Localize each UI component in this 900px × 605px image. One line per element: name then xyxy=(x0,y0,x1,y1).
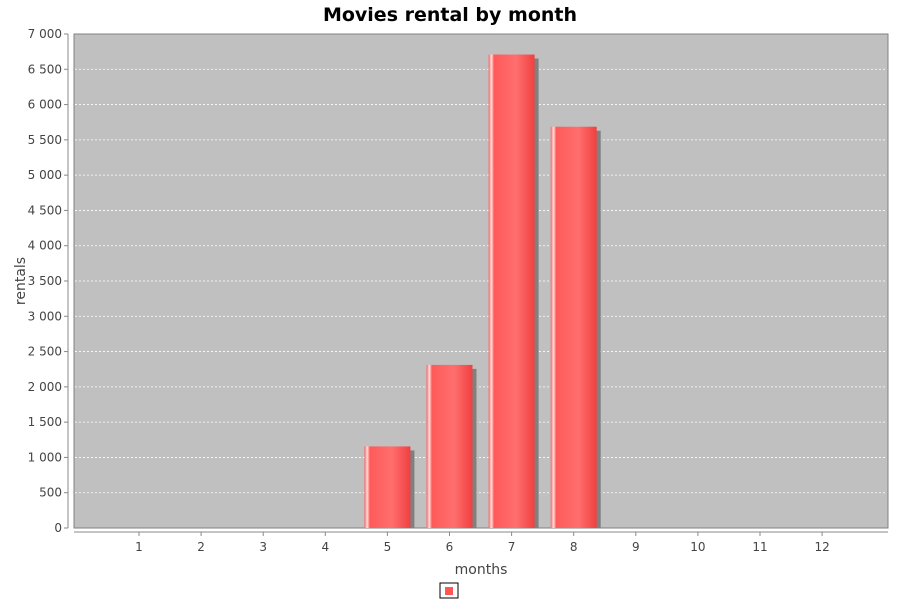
bar xyxy=(550,126,597,528)
bar xyxy=(488,54,535,528)
x-axis-label: months xyxy=(455,562,508,578)
x-tick-label: 2 xyxy=(197,540,205,554)
y-tick-label: 2 000 xyxy=(28,380,62,394)
x-tick-label: 10 xyxy=(690,540,705,554)
y-tick-label: 1 500 xyxy=(28,415,62,429)
x-tick-label: 7 xyxy=(508,540,516,554)
y-tick-label: 3 500 xyxy=(28,274,62,288)
x-tick-label: 9 xyxy=(632,540,640,554)
y-tick-label: 7 000 xyxy=(28,27,62,41)
x-tick-label: 5 xyxy=(384,540,392,554)
y-tick-label: 6 000 xyxy=(28,98,62,112)
bars xyxy=(364,54,601,529)
y-axis-label: rentals xyxy=(13,257,29,305)
y-tick-label: 3 000 xyxy=(28,309,62,323)
y-tick-label: 5 000 xyxy=(28,168,62,182)
y-tick-label: 4 000 xyxy=(28,239,62,253)
y-tick-label: 4 500 xyxy=(28,203,62,217)
y-tick-label: 2 500 xyxy=(28,345,62,359)
y-tick-label: 1 000 xyxy=(28,450,62,464)
x-axis: 1 2 3 4 5 6 7 8 9 10 11 12 xyxy=(74,531,888,554)
x-tick-label: 4 xyxy=(321,540,329,554)
y-tick-label: 0 xyxy=(54,521,62,535)
bar xyxy=(426,364,473,528)
legend-swatch xyxy=(445,587,453,595)
bar xyxy=(364,446,411,528)
x-tick-label: 11 xyxy=(752,540,767,554)
legend xyxy=(439,582,459,599)
y-tick-label: 5 500 xyxy=(28,133,62,147)
y-tick-label: 500 xyxy=(39,486,62,500)
gridlines xyxy=(75,68,887,494)
y-tick-label: 6 500 xyxy=(28,62,62,76)
x-tick-label: 3 xyxy=(259,540,267,554)
x-tick-label: 8 xyxy=(570,540,578,554)
x-tick-label: 6 xyxy=(446,540,454,554)
x-tick-label: 1 xyxy=(135,540,143,554)
chart-title: Movies rental by month xyxy=(323,4,577,26)
y-axis: 0 500 1 000 1 500 2 000 2 500 3 000 3 500 4 000 4… xyxy=(28,27,69,535)
x-tick-label: 12 xyxy=(814,540,829,554)
